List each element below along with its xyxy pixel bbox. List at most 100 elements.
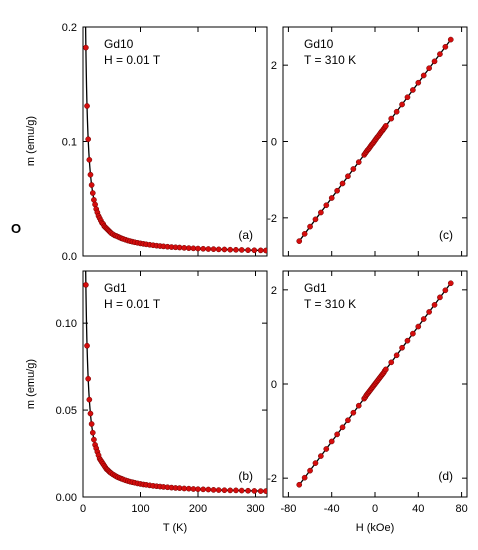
- data-point: [447, 36, 454, 43]
- data-point: [334, 431, 340, 438]
- data-point: [404, 337, 411, 344]
- data-point: [318, 453, 324, 459]
- data-point: [323, 202, 330, 209]
- data-point: [86, 396, 93, 403]
- sample-label: Gd1: [304, 281, 327, 295]
- data-point: [420, 72, 427, 79]
- data-point: [83, 282, 89, 288]
- data-point: [86, 156, 93, 163]
- data-point: [88, 182, 95, 188]
- data-point: [328, 195, 335, 201]
- data-point: [227, 246, 234, 253]
- data-point: [355, 159, 362, 165]
- x-tick-label: 200: [189, 503, 207, 515]
- data-point: [251, 488, 258, 494]
- data-point: [323, 446, 330, 452]
- data-point: [205, 486, 212, 493]
- panel-label: (c): [439, 228, 453, 242]
- data-point: [89, 429, 96, 436]
- data-point: [345, 417, 351, 424]
- data-point: [388, 359, 395, 366]
- plot-area: [296, 280, 454, 488]
- data-point: [350, 166, 357, 172]
- data-point: [245, 247, 251, 254]
- data-point: [442, 287, 449, 294]
- data-point: [251, 247, 258, 254]
- data-point: [257, 488, 264, 494]
- data-point: [221, 246, 228, 253]
- data-point: [87, 410, 94, 417]
- data-point: [195, 245, 201, 252]
- stray-label: O: [11, 221, 21, 236]
- y-tick-label: 0.00: [56, 492, 77, 504]
- data-point: [238, 487, 245, 494]
- data-point: [415, 79, 422, 86]
- condition-label: H = 0.01 T: [104, 297, 161, 311]
- data-point: [200, 486, 207, 493]
- data-point: [410, 87, 416, 93]
- data-point: [410, 330, 416, 337]
- plot-area: [83, 271, 267, 494]
- x-tick-label: 0: [372, 503, 378, 515]
- data-point: [399, 344, 405, 351]
- data-point: [447, 280, 454, 287]
- y-tick-label: 0.1: [62, 137, 77, 149]
- data-point: [215, 487, 222, 493]
- data-point: [83, 44, 89, 51]
- data-point: [420, 316, 427, 322]
- panel-a: 0.0 0.1 0.2 m (emu/g) Gd10 H = 0.01 T (a): [25, 22, 268, 263]
- panel-c: -2 0 2 Gd10 T = 310 K (c): [267, 26, 468, 257]
- data-point: [245, 487, 251, 494]
- x-tick-label: 0: [80, 503, 86, 515]
- data-point: [89, 190, 96, 196]
- panel-label: (a): [238, 228, 253, 242]
- y-tick-label: 0: [271, 379, 277, 391]
- y-tick-label: 2: [271, 60, 277, 72]
- data-point: [88, 421, 95, 427]
- data-point: [415, 323, 422, 330]
- data-point: [393, 108, 400, 115]
- x-tick-label: -40: [324, 503, 340, 515]
- data-point: [233, 487, 239, 494]
- data-point: [301, 474, 308, 481]
- data-point: [221, 487, 228, 494]
- data-point: [426, 65, 432, 72]
- condition-label: T = 310 K: [304, 297, 356, 311]
- panel-d: -80 -40 0 40 80 -2 0 2 H (kOe) Gd1 T = 310 K (d): [267, 270, 468, 534]
- data-point: [296, 238, 303, 244]
- data-point: [382, 123, 389, 129]
- data-point: [307, 467, 313, 474]
- data-point: [318, 209, 324, 216]
- data-point: [227, 487, 234, 494]
- plot-area: [296, 36, 454, 244]
- x-tick-label: 80: [455, 503, 467, 515]
- condition-label: H = 0.01 T: [104, 53, 161, 67]
- data-point: [388, 115, 395, 122]
- data-point: [393, 352, 400, 359]
- x-tick-label: -80: [280, 503, 296, 515]
- data-point: [85, 136, 92, 143]
- y-axis-label: m (emu/g): [25, 116, 37, 166]
- data-point: [339, 180, 346, 187]
- data-point: [238, 247, 245, 253]
- data-point: [312, 460, 319, 466]
- sample-label: Gd10: [304, 37, 334, 51]
- data-point: [345, 173, 351, 180]
- y-tick-label: 0.0: [62, 251, 77, 263]
- data-point: [328, 438, 335, 445]
- data-point: [431, 58, 438, 65]
- data-point: [426, 309, 432, 315]
- data-point: [215, 246, 222, 253]
- data-point: [257, 247, 264, 254]
- y-axis-label: m (emu/g): [25, 359, 37, 409]
- data-point: [399, 101, 405, 108]
- data-point: [263, 247, 267, 254]
- data-point: [312, 216, 319, 223]
- data-point: [437, 294, 443, 301]
- y-tick-label: 0: [271, 137, 277, 149]
- x-axis-label: T (K): [163, 522, 187, 534]
- y-tick-label: -2: [267, 473, 277, 485]
- plot-area: [83, 27, 267, 254]
- x-axis-label: H (kOe): [356, 522, 395, 534]
